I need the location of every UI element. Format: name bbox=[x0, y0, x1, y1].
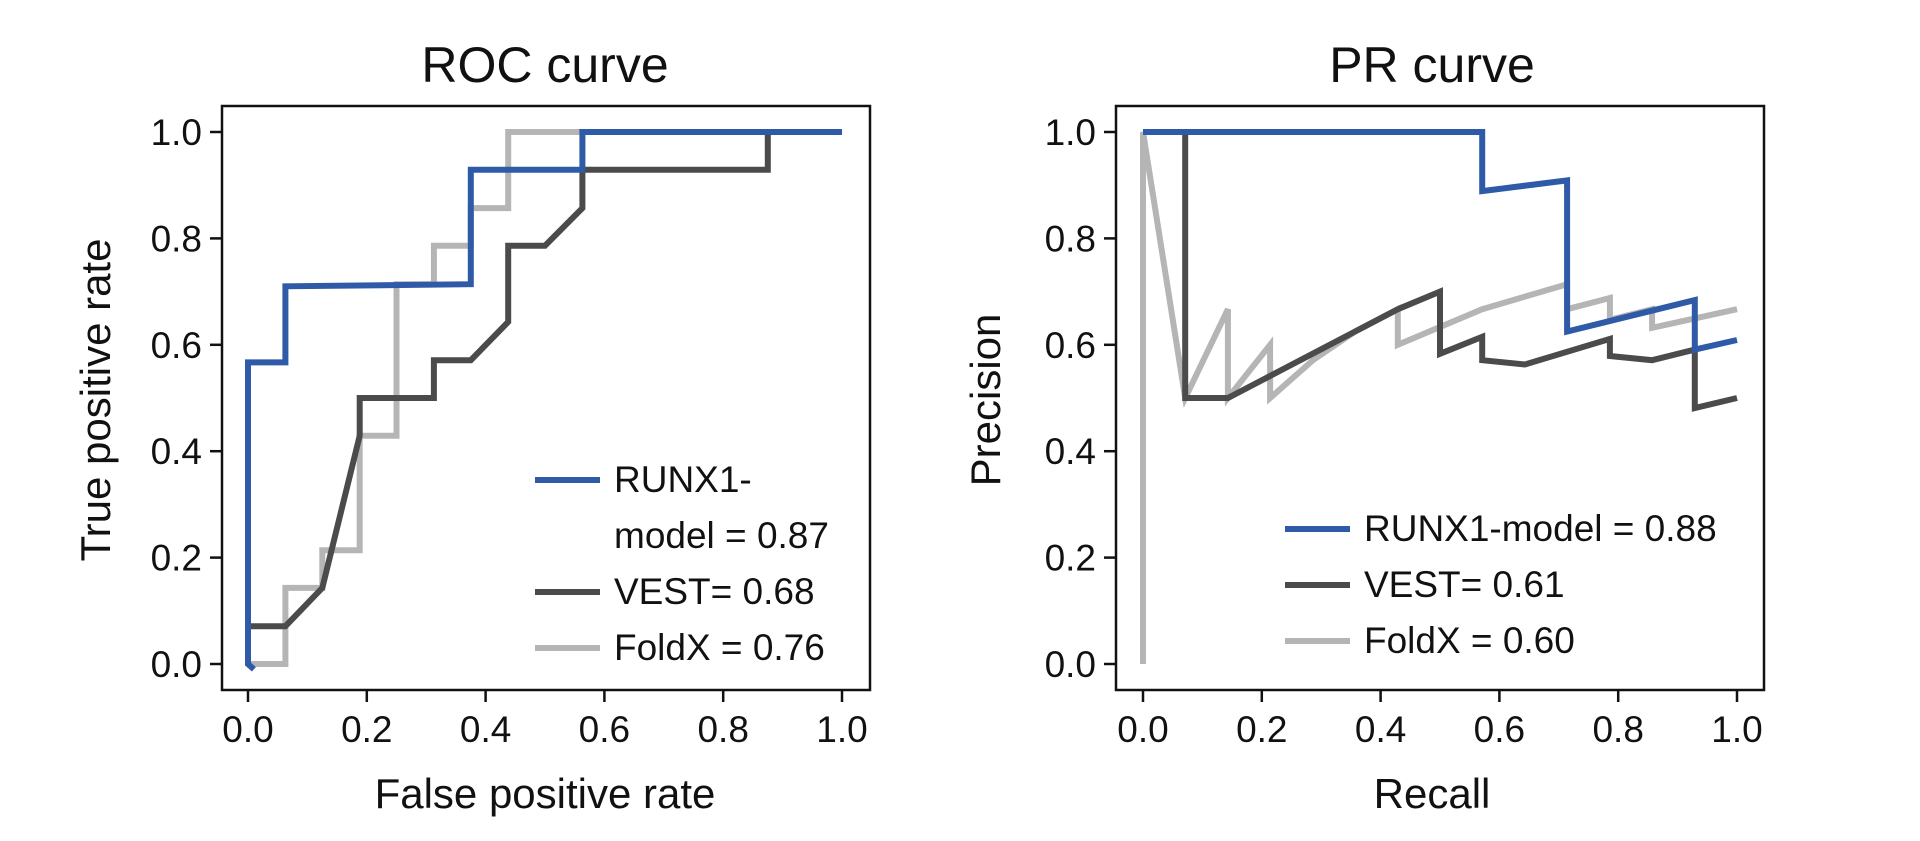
pr-xtick-label: 0.2 bbox=[1236, 709, 1287, 750]
roc-xtick-label: 0.4 bbox=[460, 709, 511, 750]
roc-xlabel: False positive rate bbox=[375, 770, 716, 817]
roc-title: ROC curve bbox=[421, 37, 668, 93]
pr-series-vest bbox=[1182, 132, 1738, 412]
roc-xtick-label: 0.8 bbox=[697, 709, 748, 750]
pr-plot-frame bbox=[1114, 104, 1766, 692]
roc-series-vest bbox=[245, 129, 842, 664]
roc-series-runx1-model bbox=[245, 129, 842, 672]
pr-legend-label: FoldX = 0.60 bbox=[1364, 620, 1575, 661]
roc-ytick-label: 0.0 bbox=[151, 644, 202, 685]
pr-title: PR curve bbox=[1329, 37, 1535, 93]
pr-xtick-label: 1.0 bbox=[1711, 709, 1762, 750]
roc-series-foldx bbox=[248, 129, 842, 667]
roc-plot-frame bbox=[220, 104, 872, 692]
roc-legend-label: VEST= 0.68 bbox=[614, 571, 815, 612]
roc-ytick-label: 0.6 bbox=[151, 325, 202, 366]
roc-legend-label: FoldX = 0.76 bbox=[614, 627, 825, 668]
pr-legend-label: RUNX1-model = 0.88 bbox=[1364, 508, 1717, 549]
roc-panel: ROC curve False positive rate True posit… bbox=[72, 37, 872, 817]
pr-ytick-label: 0.2 bbox=[1045, 538, 1096, 579]
pr-legend-label: VEST= 0.61 bbox=[1364, 564, 1565, 605]
pr-xtick-label: 0.0 bbox=[1117, 709, 1168, 750]
roc-xtick-label: 1.0 bbox=[816, 709, 867, 750]
roc-ylabel: True positive rate bbox=[72, 239, 119, 562]
pr-ytick-label: 1.0 bbox=[1045, 112, 1096, 153]
pr-ytick-label: 0.6 bbox=[1045, 325, 1096, 366]
pr-xlabel: Recall bbox=[1374, 770, 1491, 817]
pr-ytick-label: 0.8 bbox=[1045, 218, 1096, 259]
pr-panel: PR curve Recall Precision 0.0 0.2 0.4 0.6 0.… bbox=[962, 37, 1766, 817]
pr-xtick-label: 0.6 bbox=[1474, 709, 1525, 750]
roc-legend-label: model = 0.87 bbox=[614, 515, 829, 556]
pr-ytick-label: 0.0 bbox=[1045, 644, 1096, 685]
roc-ytick-label: 0.8 bbox=[151, 218, 202, 259]
pr-ytick-label: 0.4 bbox=[1045, 431, 1096, 472]
roc-ytick-label: 1.0 bbox=[151, 112, 202, 153]
pr-xtick-label: 0.8 bbox=[1592, 709, 1643, 750]
pr-series-runx1-model bbox=[1143, 129, 1738, 354]
roc-ytick-label: 0.2 bbox=[151, 538, 202, 579]
pr-xtick-label: 0.4 bbox=[1355, 709, 1406, 750]
roc-legend-label: RUNX1- bbox=[614, 459, 752, 500]
roc-xtick-label: 0.6 bbox=[579, 709, 630, 750]
pr-ylabel: Precision bbox=[962, 314, 1009, 487]
roc-xtick-label: 0.0 bbox=[222, 709, 273, 750]
roc-ytick-label: 0.4 bbox=[151, 431, 202, 472]
roc-xtick-label: 0.2 bbox=[341, 709, 392, 750]
